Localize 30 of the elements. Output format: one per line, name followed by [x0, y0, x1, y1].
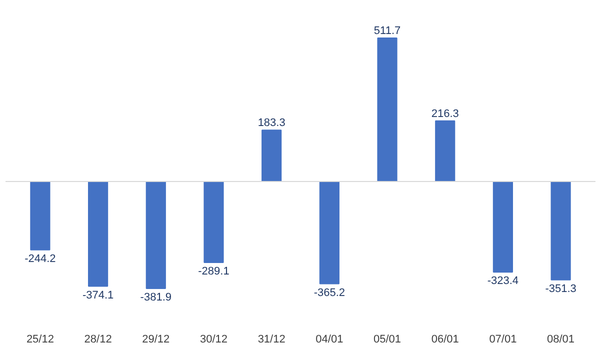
x-tick-label: 08/01: [547, 334, 575, 346]
bar: [377, 38, 398, 182]
data-label: -351.3: [545, 282, 576, 295]
x-tick-label: 30/12: [200, 334, 228, 346]
x-tick-label: 29/12: [142, 334, 170, 346]
data-label: -244.2: [24, 252, 56, 265]
data-label: -365.2: [314, 286, 346, 299]
bar: [146, 180, 166, 289]
bar: [435, 120, 456, 182]
x-tick-label: 25/12: [26, 334, 54, 346]
x-tick-label: 05/01: [374, 334, 402, 346]
bar: [550, 180, 571, 280]
data-label: -289.1: [198, 265, 230, 278]
data-label: -381.9: [140, 291, 172, 304]
x-tick-label: 07/01: [489, 334, 517, 346]
x-tick-label: 06/01: [431, 334, 459, 346]
x-tick-label: 31/12: [258, 334, 286, 346]
data-label: -323.4: [487, 275, 519, 288]
bar: [262, 130, 282, 182]
bar: [88, 180, 108, 287]
data-label: 511.7: [374, 25, 401, 38]
bar: [30, 180, 50, 250]
x-tick-label: 04/01: [316, 334, 344, 346]
x-tick-label: 28/12: [84, 334, 112, 346]
data-label: -374.1: [82, 289, 114, 302]
bar: [204, 180, 224, 263]
data-label: 183.3: [258, 117, 286, 130]
data-label: 216.3: [431, 108, 459, 120]
bar: [319, 180, 340, 284]
bar: [492, 180, 513, 273]
